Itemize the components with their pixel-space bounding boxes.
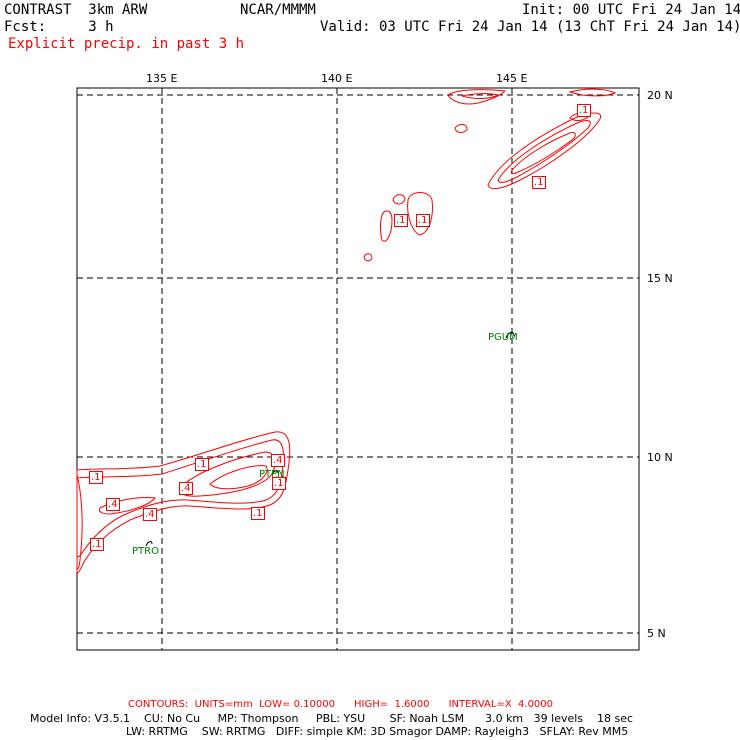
lat-label: 10 N [647, 451, 673, 464]
lon-label: 135 E [146, 72, 178, 85]
contour-label: .1 [90, 538, 104, 551]
contour-label: .1 [532, 176, 546, 189]
precip-contour [461, 93, 500, 99]
precip-contour [569, 112, 589, 121]
model-title: CONTRAST 3km ARW [4, 2, 148, 18]
precip-contour [510, 132, 576, 175]
lat-label: 20 N [647, 89, 673, 102]
station-label-ptpn: PTPN [259, 469, 285, 480]
lat-label: 5 N [647, 627, 666, 640]
contour-label: .1 [416, 214, 430, 227]
contour-label: .1 [89, 471, 103, 484]
precip-contour [568, 88, 617, 97]
field-title: Explicit precip. in past 3 h [8, 36, 245, 52]
precip-contour [487, 112, 602, 190]
precip-contour [447, 89, 507, 105]
map-frame [76, 87, 640, 651]
lat-label: 15 N [647, 272, 673, 285]
contour-label: .1 [394, 214, 408, 227]
station-label-pgum: PGUM [488, 332, 518, 343]
precip-contour [407, 192, 433, 236]
model-info: Model Info: V3.5.1 CU: No Cu MP: Thompso… [30, 712, 634, 725]
station-marker-ptro [145, 541, 153, 547]
precip-contour [76, 439, 284, 558]
org-label: NCAR/MMMM [240, 2, 316, 18]
forecast-hour: Fcst: 3 h [4, 19, 114, 35]
lon-label: 145 E [496, 72, 528, 85]
contour-label: .4 [143, 508, 157, 521]
contour-label: .1 [195, 458, 209, 471]
precip-contour [497, 120, 591, 183]
contour-label: .1 [577, 104, 591, 117]
lon-label: 140 E [321, 72, 353, 85]
precip-contour [454, 123, 468, 133]
precip-contour [209, 465, 268, 490]
contour-info: CONTOURS: UNITS=mm LOW= 0.10000 HIGH= 1.… [128, 699, 554, 710]
valid-time: Valid: 03 UTC Fri 24 Jan 14 (13 ChT Fri … [320, 19, 740, 35]
precip-contour [99, 497, 156, 515]
contour-label: .4 [179, 482, 193, 495]
contour-label: .1 [251, 507, 265, 520]
station-label-ptro: PTRO [132, 546, 159, 557]
model-info-physics: LW: RRTMG SW: RRTMG DIFF: simple KM: 3D … [126, 725, 629, 738]
init-time: Init: 00 UTC Fri 24 Jan 14 [522, 2, 740, 18]
contour-label: .4 [271, 454, 285, 467]
contour-label: .1 [272, 477, 286, 490]
contour-label: .4 [106, 498, 120, 511]
precip-contour [380, 210, 393, 242]
precip-contour [392, 194, 406, 205]
station-marker-ptpn [271, 470, 279, 476]
precip-contour [76, 474, 83, 570]
station-marker-pgum [505, 331, 515, 339]
precip-contour [363, 253, 373, 262]
